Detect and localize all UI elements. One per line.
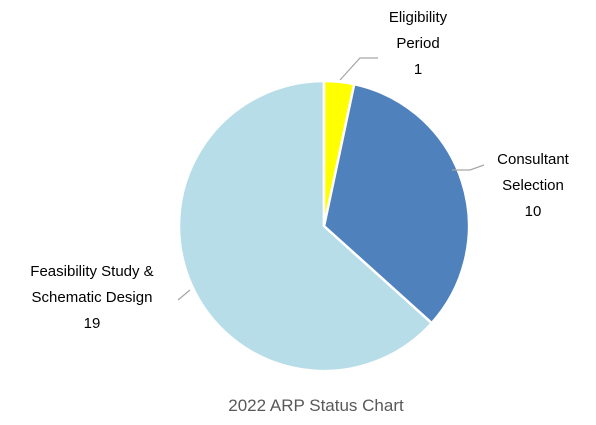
chart-title: 2022 ARP Status Chart bbox=[228, 396, 404, 415]
slice-label: Eligibility Period 1 bbox=[370, 5, 466, 83]
leader-line bbox=[339, 57, 378, 81]
leader-line bbox=[177, 289, 191, 301]
value-label: 1 bbox=[413, 61, 423, 78]
pie-slice bbox=[177, 79, 434, 373]
slice-label: Consultant Selection 10 bbox=[480, 147, 586, 225]
value-label: 10 bbox=[524, 203, 542, 220]
slice-label: Feasibility Study & Schematic Design 19 bbox=[10, 259, 174, 337]
value-label: 19 bbox=[83, 315, 101, 332]
category-label: Feasibility Study & Schematic Design bbox=[30, 263, 154, 306]
category-label: Eligibility Period bbox=[388, 9, 448, 52]
leader-line bbox=[452, 164, 485, 171]
pie-slice bbox=[322, 82, 471, 325]
category-label: Consultant Selection bbox=[497, 151, 569, 194]
pie-slice bbox=[322, 79, 356, 228]
